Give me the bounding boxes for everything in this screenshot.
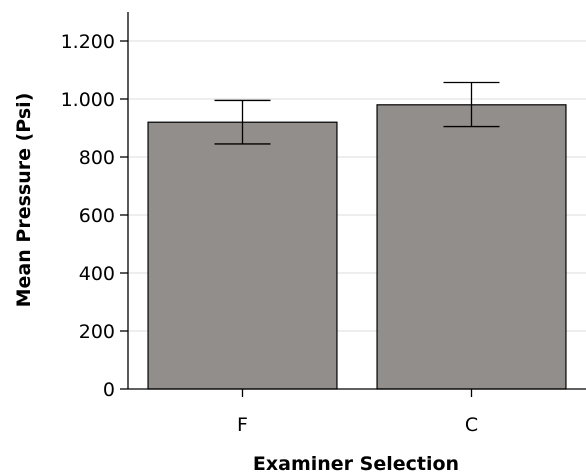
y-tick-label: 1.200 xyxy=(61,31,115,53)
x-axis-title: Examiner Selection xyxy=(253,453,459,475)
y-tick-label: 0 xyxy=(103,379,115,401)
y-tick-label: 400 xyxy=(79,263,115,285)
y-tick-label: 200 xyxy=(79,321,115,343)
y-ticks: 0 200 400 600 800 1.000 1.200 xyxy=(61,31,128,401)
bar xyxy=(376,104,567,390)
bar xyxy=(147,121,338,390)
bars xyxy=(147,104,567,390)
axes xyxy=(127,12,586,390)
error-bars xyxy=(214,81,500,145)
y-axis-title: Mean Pressure (Psi) xyxy=(13,93,35,308)
y-tick-label: 1.000 xyxy=(61,89,115,111)
y-tick-label: 800 xyxy=(79,147,115,169)
x-tick-label: F xyxy=(237,414,248,436)
y-tick-label: 600 xyxy=(79,205,115,227)
x-tick-label: C xyxy=(465,414,478,436)
